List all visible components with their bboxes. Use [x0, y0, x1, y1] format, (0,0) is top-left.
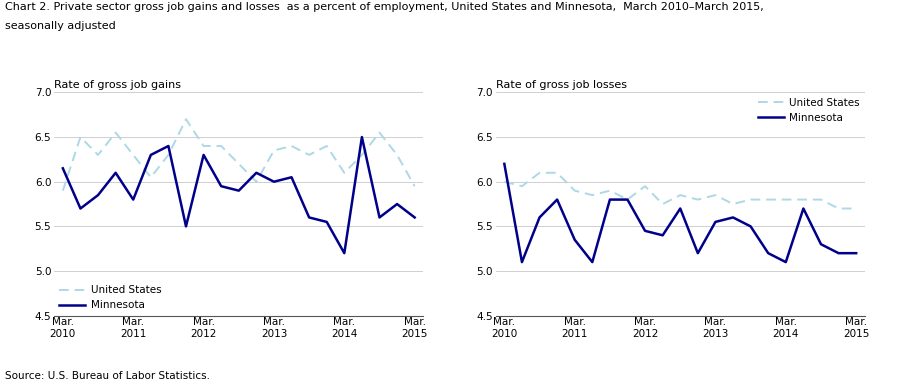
Text: seasonally adjusted: seasonally adjusted	[5, 21, 115, 31]
Text: Chart 2. Private sector gross job gains and losses  as a percent of employment, : Chart 2. Private sector gross job gains …	[5, 2, 763, 12]
Legend: United States, Minnesota: United States, Minnesota	[59, 285, 161, 310]
Text: Source: U.S. Bureau of Labor Statistics.: Source: U.S. Bureau of Labor Statistics.	[5, 371, 210, 381]
Legend: United States, Minnesota: United States, Minnesota	[758, 98, 860, 123]
Text: Rate of gross job losses: Rate of gross job losses	[496, 80, 626, 90]
Text: Rate of gross job gains: Rate of gross job gains	[54, 80, 181, 90]
